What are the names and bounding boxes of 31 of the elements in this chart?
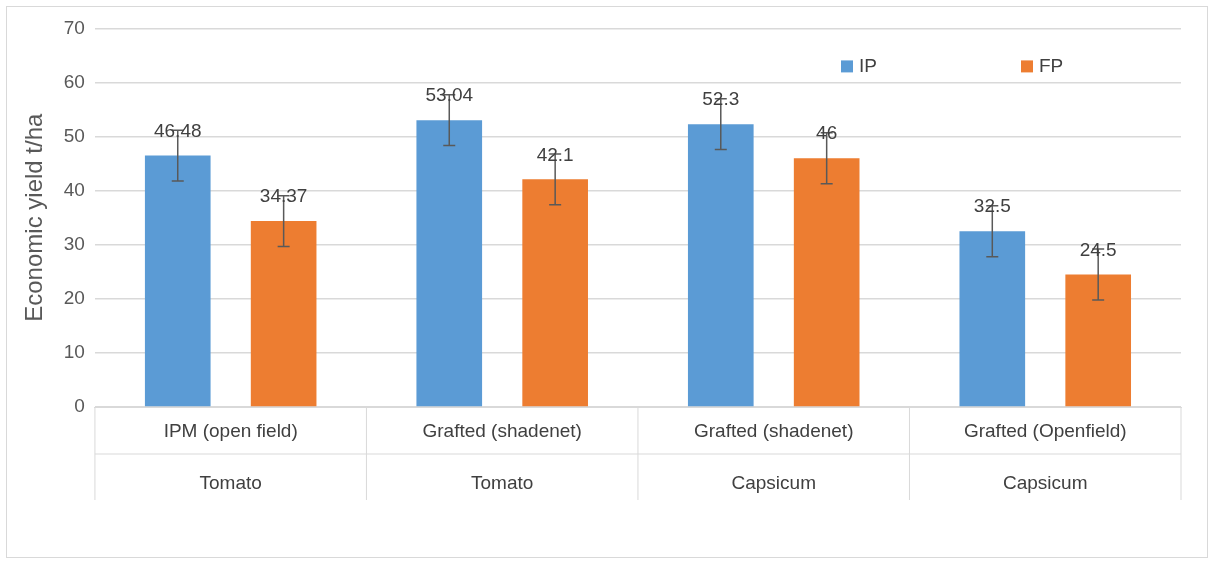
bar xyxy=(687,124,754,407)
y-tick-label: 70 xyxy=(63,16,85,38)
legend-label: IP xyxy=(859,54,877,76)
y-tick-label: 40 xyxy=(63,178,85,200)
data-label: 53.04 xyxy=(425,84,474,106)
category-label: Grafted (shadenet) Tomato xyxy=(422,420,582,494)
y-tick-label: 20 xyxy=(63,287,85,309)
bar xyxy=(793,158,860,407)
y-tick-label: 0 xyxy=(74,395,85,417)
y-tick-label: 50 xyxy=(63,124,85,146)
category-label: Grafted (Openfield) Capsicum xyxy=(963,420,1127,494)
y-tick-label: 10 xyxy=(63,341,85,363)
data-label: 24.5 xyxy=(1079,238,1117,260)
y-tick-label: 30 xyxy=(63,232,85,254)
bar xyxy=(250,221,317,407)
data-label: 52.3 xyxy=(702,88,740,110)
category-label: Grafted (shadenet) Capsicum xyxy=(693,420,854,494)
legend-label: FP xyxy=(1039,54,1064,76)
data-label: 34.37 xyxy=(259,185,308,207)
y-tick-label: 60 xyxy=(63,70,85,92)
bar xyxy=(959,231,1026,407)
bar xyxy=(522,179,588,407)
bar xyxy=(1065,274,1132,407)
y-axis-title: Economic yield t/ha xyxy=(20,113,48,322)
data-label: 46 xyxy=(816,122,838,144)
bar xyxy=(416,120,483,407)
category-label: IPM (open field) Tomato xyxy=(163,420,298,494)
data-label: 46.48 xyxy=(153,119,202,141)
bar xyxy=(144,155,211,407)
data-label: 42.1 xyxy=(536,143,574,165)
data-label: 32.5 xyxy=(973,195,1011,217)
